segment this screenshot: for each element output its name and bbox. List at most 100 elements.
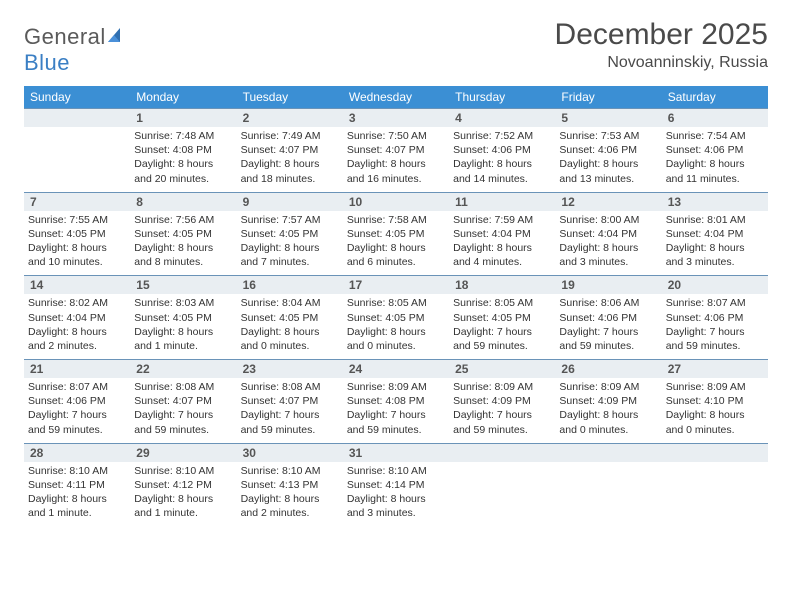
sunrise-text: Sunrise: 8:08 AM	[241, 380, 339, 394]
daylight-text: Daylight: 8 hours	[559, 408, 657, 422]
daynum-cell: 7	[24, 192, 130, 211]
day-number: 7	[24, 192, 130, 211]
daylight-text: Daylight: 8 hours	[241, 492, 339, 506]
daynum-cell	[662, 443, 768, 462]
day-info: Sunrise: 8:10 AMSunset: 4:13 PMDaylight:…	[237, 462, 343, 527]
daylight-text: and 1 minute.	[134, 506, 232, 520]
sunset-text: Sunset: 4:09 PM	[453, 394, 551, 408]
daylight-text: and 11 minutes.	[666, 172, 764, 186]
day-cell: Sunrise: 7:57 AMSunset: 4:05 PMDaylight:…	[237, 211, 343, 276]
day-info: Sunrise: 8:03 AMSunset: 4:05 PMDaylight:…	[130, 294, 236, 359]
daynum-cell: 14	[24, 275, 130, 294]
daynum-cell: 23	[237, 359, 343, 378]
day-number: 27	[662, 359, 768, 378]
day-cell: Sunrise: 8:09 AMSunset: 4:09 PMDaylight:…	[555, 378, 661, 443]
daynum-cell	[24, 108, 130, 127]
day-number: 10	[343, 192, 449, 211]
day-number: 13	[662, 192, 768, 211]
day-cell: Sunrise: 8:03 AMSunset: 4:05 PMDaylight:…	[130, 294, 236, 359]
day-cell: Sunrise: 8:05 AMSunset: 4:05 PMDaylight:…	[449, 294, 555, 359]
day-cell: Sunrise: 8:05 AMSunset: 4:05 PMDaylight:…	[343, 294, 449, 359]
title-block: December 2025 Novoanninskiy, Russia	[555, 18, 768, 72]
week-info-row: Sunrise: 8:02 AMSunset: 4:04 PMDaylight:…	[24, 294, 768, 359]
day-cell	[449, 462, 555, 527]
day-info: Sunrise: 7:50 AMSunset: 4:07 PMDaylight:…	[343, 127, 449, 192]
daylight-text: and 1 minute.	[28, 506, 126, 520]
daylight-text: and 59 minutes.	[453, 339, 551, 353]
brand-name-b: Blue	[24, 50, 70, 75]
daynum-cell	[555, 443, 661, 462]
daynum-cell: 26	[555, 359, 661, 378]
day-number: 19	[555, 275, 661, 294]
daylight-text: Daylight: 7 hours	[559, 325, 657, 339]
daynum-cell: 10	[343, 192, 449, 211]
sunset-text: Sunset: 4:07 PM	[241, 394, 339, 408]
daylight-text: Daylight: 7 hours	[453, 325, 551, 339]
week-daynum-row: 14151617181920	[24, 275, 768, 294]
day-cell: Sunrise: 8:07 AMSunset: 4:06 PMDaylight:…	[662, 294, 768, 359]
daylight-text: Daylight: 7 hours	[134, 408, 232, 422]
sunset-text: Sunset: 4:05 PM	[134, 227, 232, 241]
day-cell: Sunrise: 8:06 AMSunset: 4:06 PMDaylight:…	[555, 294, 661, 359]
daynum-cell: 15	[130, 275, 236, 294]
sunset-text: Sunset: 4:09 PM	[559, 394, 657, 408]
day-number: 6	[662, 108, 768, 127]
daynum-cell: 5	[555, 108, 661, 127]
sunset-text: Sunset: 4:04 PM	[453, 227, 551, 241]
day-cell	[555, 462, 661, 527]
daynum-cell	[449, 443, 555, 462]
week-info-row: Sunrise: 8:10 AMSunset: 4:11 PMDaylight:…	[24, 462, 768, 527]
daylight-text: Daylight: 8 hours	[666, 157, 764, 171]
day-cell: Sunrise: 8:08 AMSunset: 4:07 PMDaylight:…	[130, 378, 236, 443]
day-number: 18	[449, 275, 555, 294]
day-cell: Sunrise: 8:02 AMSunset: 4:04 PMDaylight:…	[24, 294, 130, 359]
dayhead-tue: Tuesday	[237, 86, 343, 108]
sunrise-text: Sunrise: 8:00 AM	[559, 213, 657, 227]
daynum-cell: 6	[662, 108, 768, 127]
day-cell: Sunrise: 8:01 AMSunset: 4:04 PMDaylight:…	[662, 211, 768, 276]
day-cell: Sunrise: 8:09 AMSunset: 4:10 PMDaylight:…	[662, 378, 768, 443]
daylight-text: Daylight: 7 hours	[28, 408, 126, 422]
day-cell: Sunrise: 8:10 AMSunset: 4:11 PMDaylight:…	[24, 462, 130, 527]
day-info: Sunrise: 8:07 AMSunset: 4:06 PMDaylight:…	[24, 378, 130, 443]
sunset-text: Sunset: 4:11 PM	[28, 478, 126, 492]
daylight-text: and 1 minute.	[134, 339, 232, 353]
daylight-text: Daylight: 8 hours	[134, 325, 232, 339]
daylight-text: Daylight: 8 hours	[347, 492, 445, 506]
daynum-cell: 1	[130, 108, 236, 127]
sunset-text: Sunset: 4:06 PM	[666, 143, 764, 157]
daynum-cell: 3	[343, 108, 449, 127]
day-info: Sunrise: 8:09 AMSunset: 4:08 PMDaylight:…	[343, 378, 449, 443]
daylight-text: Daylight: 8 hours	[134, 492, 232, 506]
calendar-body: 123456 Sunrise: 7:48 AMSunset: 4:08 PMDa…	[24, 108, 768, 526]
day-info: Sunrise: 8:08 AMSunset: 4:07 PMDaylight:…	[130, 378, 236, 443]
day-cell: Sunrise: 7:48 AMSunset: 4:08 PMDaylight:…	[130, 127, 236, 192]
day-info: Sunrise: 8:01 AMSunset: 4:04 PMDaylight:…	[662, 211, 768, 276]
sunset-text: Sunset: 4:05 PM	[28, 227, 126, 241]
day-number: 30	[237, 443, 343, 462]
daylight-text: Daylight: 8 hours	[241, 325, 339, 339]
day-number: 2	[237, 108, 343, 127]
sunset-text: Sunset: 4:14 PM	[347, 478, 445, 492]
day-info	[555, 462, 661, 527]
day-number: 28	[24, 443, 130, 462]
daylight-text: and 16 minutes.	[347, 172, 445, 186]
daylight-text: Daylight: 8 hours	[241, 241, 339, 255]
day-cell: Sunrise: 7:58 AMSunset: 4:05 PMDaylight:…	[343, 211, 449, 276]
daylight-text: and 14 minutes.	[453, 172, 551, 186]
day-cell: Sunrise: 8:04 AMSunset: 4:05 PMDaylight:…	[237, 294, 343, 359]
day-cell: Sunrise: 7:55 AMSunset: 4:05 PMDaylight:…	[24, 211, 130, 276]
daylight-text: and 59 minutes.	[28, 423, 126, 437]
dayhead-sun: Sunday	[24, 86, 130, 108]
day-number: 23	[237, 359, 343, 378]
sunset-text: Sunset: 4:08 PM	[134, 143, 232, 157]
day-info: Sunrise: 8:05 AMSunset: 4:05 PMDaylight:…	[343, 294, 449, 359]
sunrise-text: Sunrise: 8:05 AM	[347, 296, 445, 310]
day-cell: Sunrise: 8:00 AMSunset: 4:04 PMDaylight:…	[555, 211, 661, 276]
sunset-text: Sunset: 4:12 PM	[134, 478, 232, 492]
daynum-cell: 21	[24, 359, 130, 378]
daynum-cell: 9	[237, 192, 343, 211]
day-info: Sunrise: 8:07 AMSunset: 4:06 PMDaylight:…	[662, 294, 768, 359]
daylight-text: Daylight: 8 hours	[28, 492, 126, 506]
daylight-text: and 59 minutes.	[347, 423, 445, 437]
